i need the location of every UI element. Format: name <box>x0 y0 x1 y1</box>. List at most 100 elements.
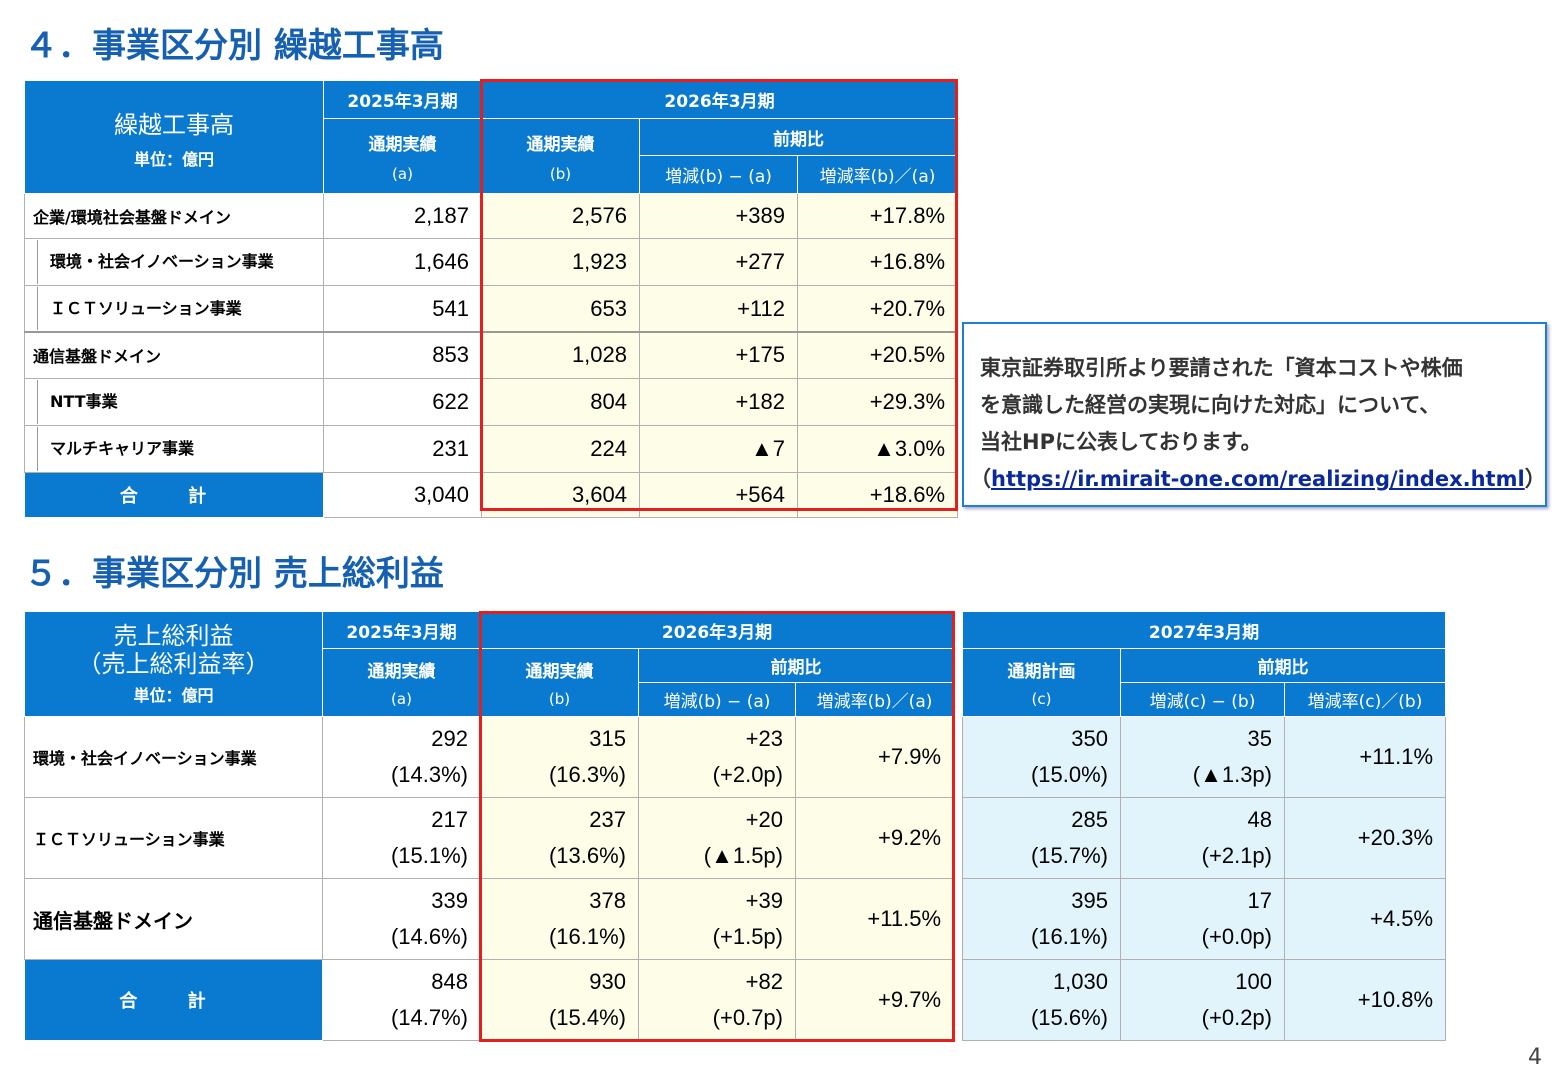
value-diff: +39 (+1.5p) <box>638 878 796 960</box>
value-b: 237 (13.6%) <box>480 797 639 879</box>
value-a: 217 (15.1%) <box>322 797 481 879</box>
note-line: を意識した経営の実現に向けた対応」について、 <box>980 393 1441 417</box>
value-c: 350 (15.0%) <box>962 716 1121 798</box>
plan-c-header: 通期計画 (c) <box>962 648 1121 717</box>
value-rate: +9.2% <box>794 797 955 879</box>
gross-profit-table: 売上総利益 （売上総利益率） 単位：億円 2025年3月期 2026年3月期 通… <box>24 611 955 1041</box>
value-rate: +17.8% <box>796 193 959 239</box>
value-diff: +277 <box>639 238 798 286</box>
table-row: マルチキャリア事業 231 224 ▲7 ▲3.0% <box>24 424 959 473</box>
gp-rate-header: 増減率(b)／(a) <box>794 682 955 717</box>
actual-a-header: 通期実績 (a) <box>323 118 482 194</box>
value-a: 622 <box>323 377 482 426</box>
value-a: 292 (14.3%) <box>322 716 481 798</box>
note-line: 当社HPに公表しております。 <box>980 430 1262 454</box>
value-b: 2,576 <box>481 193 640 239</box>
backlog-header-label: 繰越工事高 単位：億円 <box>24 80 324 194</box>
value-b: 224 <box>481 424 640 473</box>
gp-diff-header: 増減(b) − (a) <box>638 682 796 717</box>
value-diff: +389 <box>639 193 798 239</box>
value-b: 653 <box>481 285 640 333</box>
row-label: ＩＣＴソリューション事業 <box>24 797 323 879</box>
value-diff: +20 (▲1.5p) <box>638 797 796 879</box>
row-label: マルチキャリア事業 <box>24 424 324 473</box>
note-line: 東京証券取引所より要請された「資本コストや株価 <box>980 356 1463 380</box>
total-label: 合 計 <box>24 471 324 518</box>
table-row: 通信基盤ドメイン 339 (14.6%) 378 (16.1%) +39 (+1.5p… <box>24 878 955 960</box>
value-rate: +16.8% <box>796 238 959 286</box>
section4-title: ４．事業区分別 繰越工事高 <box>24 26 444 66</box>
paren-open: （ <box>970 467 991 491</box>
gp-header-label: 売上総利益 （売上総利益率） 単位：億円 <box>24 611 323 717</box>
table-row: 350 (15.0%) 35 (▲1.3p) +11.1% <box>962 716 1447 798</box>
value-diff: +175 <box>639 331 798 379</box>
total-diff-c: 100 (+0.2p) <box>1120 959 1285 1041</box>
fy2025-header: 2025年3月期 <box>323 80 482 119</box>
value-rate-c: +20.3% <box>1283 797 1447 879</box>
total-b: 930 (15.4%) <box>480 959 639 1041</box>
ir-link[interactable]: https://ir.mirait-one.com/realizing/inde… <box>991 467 1525 491</box>
value-rate-c: +4.5% <box>1283 878 1447 960</box>
row-label: 環境・社会イノベーション事業 <box>24 238 324 286</box>
value-b: 804 <box>481 377 640 426</box>
table-row: ＩＣＴソリューション事業 541 653 +112 +20.7% <box>24 285 959 333</box>
value-a: 339 (14.6%) <box>322 878 481 960</box>
rate-header: 増減率(b)／(a) <box>796 155 959 194</box>
value-diff: ▲7 <box>639 424 798 473</box>
table-row: 企業/環境社会基盤ドメイン 2,187 2,576 +389 +17.8% <box>24 193 959 239</box>
total-rate-c: +10.8% <box>1283 959 1447 1041</box>
actual-b-header: 通期実績 (b) <box>481 118 640 194</box>
table-row: 環境・社会イノベーション事業 1,646 1,923 +277 +16.8% <box>24 238 959 286</box>
value-b: 1,923 <box>481 238 640 286</box>
total-rate: +18.6% <box>796 471 959 518</box>
page-number: 4 <box>1528 1045 1542 1070</box>
note-link-line: （https://ir.mirait-one.com/realizing/ind… <box>970 461 1546 498</box>
plan-diff-header: 増減(c) − (b) <box>1120 682 1285 717</box>
table-row: 395 (16.1%) 17 (+0.0p) +4.5% <box>962 878 1447 960</box>
total-a: 848 (14.7%) <box>322 959 481 1041</box>
total-diff: +82 (+0.7p) <box>638 959 796 1041</box>
value-b: 315 (16.3%) <box>480 716 639 798</box>
plan-rate-header: 増減率(c)／(b) <box>1283 682 1447 717</box>
total-label: 合 計 <box>24 959 323 1041</box>
section5-title: ５．事業区分別 売上総利益 <box>24 554 444 594</box>
total-row: 合 計 848 (14.7%) 930 (15.4%) +82 (+0.7p) +9.… <box>24 959 955 1041</box>
value-rate: ▲3.0% <box>796 424 959 473</box>
paren-close: ） <box>1524 467 1546 491</box>
gp-actual-b-header: 通期実績 (b) <box>480 648 639 717</box>
fy2026-header: 2026年3月期 <box>480 80 959 119</box>
gp-comparison-header: 前期比 <box>637 648 955 683</box>
value-rate: +29.3% <box>796 377 959 426</box>
value-diff: +112 <box>639 285 798 333</box>
backlog-table: 繰越工事高 単位：億円 2025年3月期 2026年3月期 通期実績 (a) 通期… <box>24 80 959 518</box>
capital-cost-note: 東京証券取引所より要請された「資本コストや株価 を意識した経営の実現に向けた対応… <box>962 322 1547 507</box>
value-diff: +23 (+2.0p) <box>638 716 796 798</box>
gp-fy2026-header: 2026年3月期 <box>479 611 955 649</box>
value-a: 1,646 <box>323 238 482 286</box>
total-c: 1,030 (15.6%) <box>962 959 1121 1041</box>
value-diff-c: 17 (+0.0p) <box>1120 878 1285 960</box>
value-rate: +20.7% <box>796 285 959 333</box>
value-c: 395 (16.1%) <box>962 878 1121 960</box>
total-rate: +9.7% <box>794 959 955 1041</box>
fy2027-header: 2027年3月期 <box>961 611 1447 649</box>
value-diff-c: 48 (+2.1p) <box>1120 797 1285 879</box>
row-label: 企業/環境社会基盤ドメイン <box>24 193 324 239</box>
value-diff-c: 35 (▲1.3p) <box>1120 716 1285 798</box>
table-row: NTT事業 622 804 +182 +29.3% <box>24 377 959 426</box>
value-b: 378 (16.1%) <box>480 878 639 960</box>
total-a: 3,040 <box>323 471 482 518</box>
table-row: 通信基盤ドメイン 853 1,028 +175 +20.5% <box>24 331 959 379</box>
total-row: 1,030 (15.6%) 100 (+0.2p) +10.8% <box>962 959 1447 1041</box>
value-c: 285 (15.7%) <box>962 797 1121 879</box>
gp-actual-a-header: 通期実績 (a) <box>322 648 481 717</box>
value-rate: +11.5% <box>794 878 955 960</box>
value-b: 1,028 <box>481 331 640 379</box>
total-b: 3,604 <box>481 471 640 518</box>
value-a: 231 <box>323 424 482 473</box>
row-label: 通信基盤ドメイン <box>24 878 323 960</box>
row-label: ＩＣＴソリューション事業 <box>24 285 324 333</box>
gp-fy2025-header: 2025年3月期 <box>322 611 481 649</box>
value-rate: +7.9% <box>794 716 955 798</box>
value-a: 541 <box>323 285 482 333</box>
